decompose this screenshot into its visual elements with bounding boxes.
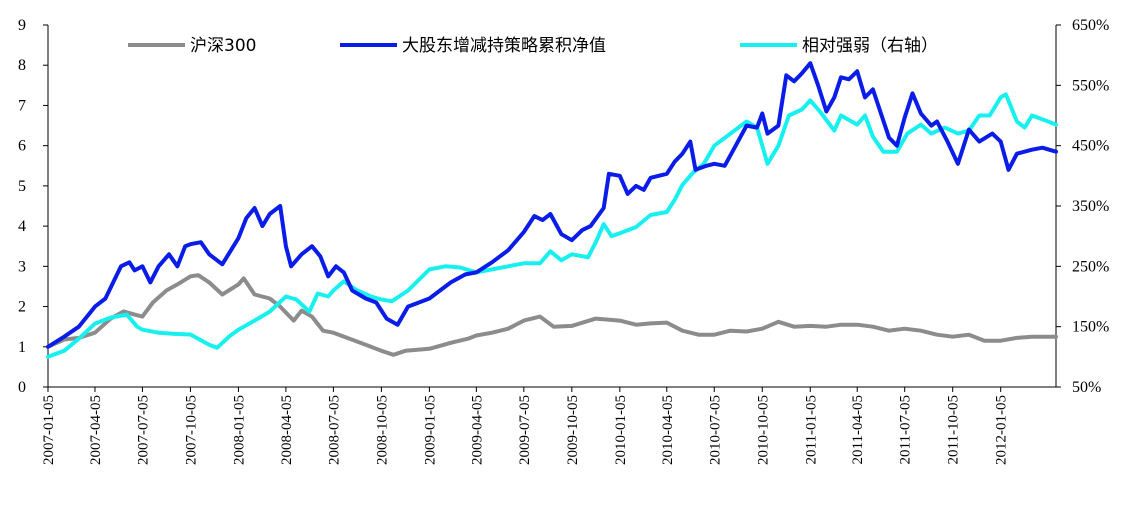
x-tick-label: 2010-07-05 [707,395,723,465]
x-tick-label: 2011-07-05 [898,395,914,464]
left-y-tick-label: 4 [18,218,26,235]
left-y-tick-label: 5 [18,178,26,195]
legend-label-relative: 相对强弱（右轴） [802,36,938,56]
x-tick-label: 2012-01-05 [994,395,1010,465]
x-tick-label: 2011-01-05 [803,395,819,464]
x-tick-label: 2007-01-05 [41,395,57,465]
series-lines [46,61,1058,359]
left-y-tick-label: 3 [18,258,26,275]
x-tick-label: 2008-10-05 [374,395,390,465]
right-y-tick-label: 450% [1072,138,1109,155]
x-tick-label: 2007-04-05 [88,395,104,465]
x-tick-label: 2008-01-05 [231,395,247,465]
legend-label-strategy: 大股东增减持策略累积净值 [402,36,606,56]
x-tick-label: 2011-10-05 [946,395,962,464]
x-tick-label: 2009-04-05 [469,395,485,465]
left-y-tick-label: 7 [18,97,26,114]
series-line-1 [46,61,1058,349]
series-line-0 [46,273,1058,357]
left-y-tick-label: 8 [18,57,26,74]
right-y-tick-label: 250% [1072,258,1109,275]
right-y-tick-label: 650% [1072,17,1109,34]
series-line-2 [46,92,1058,359]
left-y-axis-tick-labels: 0 1 2 3 4 5 6 7 8 9 [18,17,26,396]
left-y-tick-label: 0 [18,379,26,396]
x-tick-label: 2007-07-05 [135,395,151,465]
left-y-tick-label: 9 [18,17,26,34]
x-tick-label: 2009-07-05 [517,395,533,465]
x-tick-label: 2010-10-05 [755,395,771,465]
right-y-tick-label: 50% [1072,379,1101,396]
right-y-tick-label: 150% [1072,319,1109,336]
left-y-tick-label: 2 [18,299,26,316]
x-tick-label: 2011-04-05 [850,395,866,464]
x-tick-label: 2010-04-05 [660,395,676,465]
x-tick-label: 2009-01-05 [422,395,438,465]
legend-label-hs300: 沪深300 [190,36,256,56]
left-y-tick-label: 1 [18,339,26,356]
x-tick-label: 2008-07-05 [326,395,342,465]
right-y-tick-label: 550% [1072,77,1109,94]
axes [43,24,1061,392]
right-y-tick-label: 350% [1072,198,1109,215]
left-y-tick-label: 6 [18,138,26,155]
x-tick-label: 2008-04-05 [279,395,295,465]
x-tick-label: 2010-01-05 [613,395,629,465]
x-tick-label: 2009-10-05 [565,395,581,465]
x-axis-tick-labels: 2007-01-05 2007-04-05 2007-07-05 2007-10-05… [41,395,1010,465]
right-y-axis-tick-labels: 50% 150% 250% 350% 450% 550% 650% [1072,17,1109,396]
x-tick-label: 2007-10-05 [183,395,199,465]
legend: 沪深300 大股东增减持策略累积净值 相对强弱（右轴） [128,36,938,56]
